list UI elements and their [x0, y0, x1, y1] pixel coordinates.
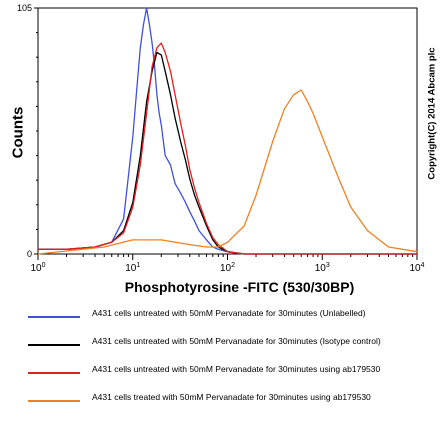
legend-item: A431 cells untreated with 50mM Pervanada…	[28, 336, 428, 364]
chart-legend: A431 cells untreated with 50mM Pervanada…	[28, 308, 428, 420]
plot-frame	[37, 7, 418, 255]
legend-item: A431 cells untreated with 50mM Pervanada…	[28, 308, 428, 336]
legend-swatch	[28, 400, 80, 402]
y-tick-label: 0	[27, 249, 32, 259]
x-axis: 100 101 102 103 104	[30, 254, 425, 274]
x-axis-label: Phosphotyrosine -FITC (530/30BP)	[124, 279, 355, 295]
x-tick-label: 100	[30, 262, 45, 274]
series-line	[37, 89, 418, 255]
series-line	[38, 42, 417, 255]
legend-swatch	[28, 372, 80, 374]
legend-label: A431 cells untreated with 50mM Pervanada…	[92, 308, 366, 318]
x-tick-label: 102	[220, 262, 235, 274]
series-line	[38, 7, 417, 255]
legend-swatch	[28, 344, 80, 346]
copyright-annotation: Copyright(C) 2014 Abcam plc	[426, 47, 438, 180]
series-layer	[37, 7, 418, 255]
series-line	[38, 51, 417, 255]
y-tick-label: 105	[17, 3, 32, 13]
legend-label: A431 cells untreated with 50mM Pervanada…	[92, 364, 381, 374]
legend-label: A431 cells untreated with 50mM Pervanada…	[92, 336, 381, 346]
x-tick-label: 103	[315, 262, 330, 274]
legend-item: A431 cells treated with 50mM Pervanadate…	[28, 392, 428, 420]
y-axis-label: Counts	[9, 106, 27, 159]
x-tick-label: 104	[409, 262, 424, 274]
legend-swatch	[28, 316, 80, 318]
y-axis: 0 105	[17, 3, 38, 259]
x-tick-label: 101	[125, 262, 140, 274]
legend-label: A431 cells treated with 50mM Pervanadate…	[92, 392, 371, 402]
legend-item: A431 cells untreated with 50mM Pervanada…	[28, 364, 428, 392]
